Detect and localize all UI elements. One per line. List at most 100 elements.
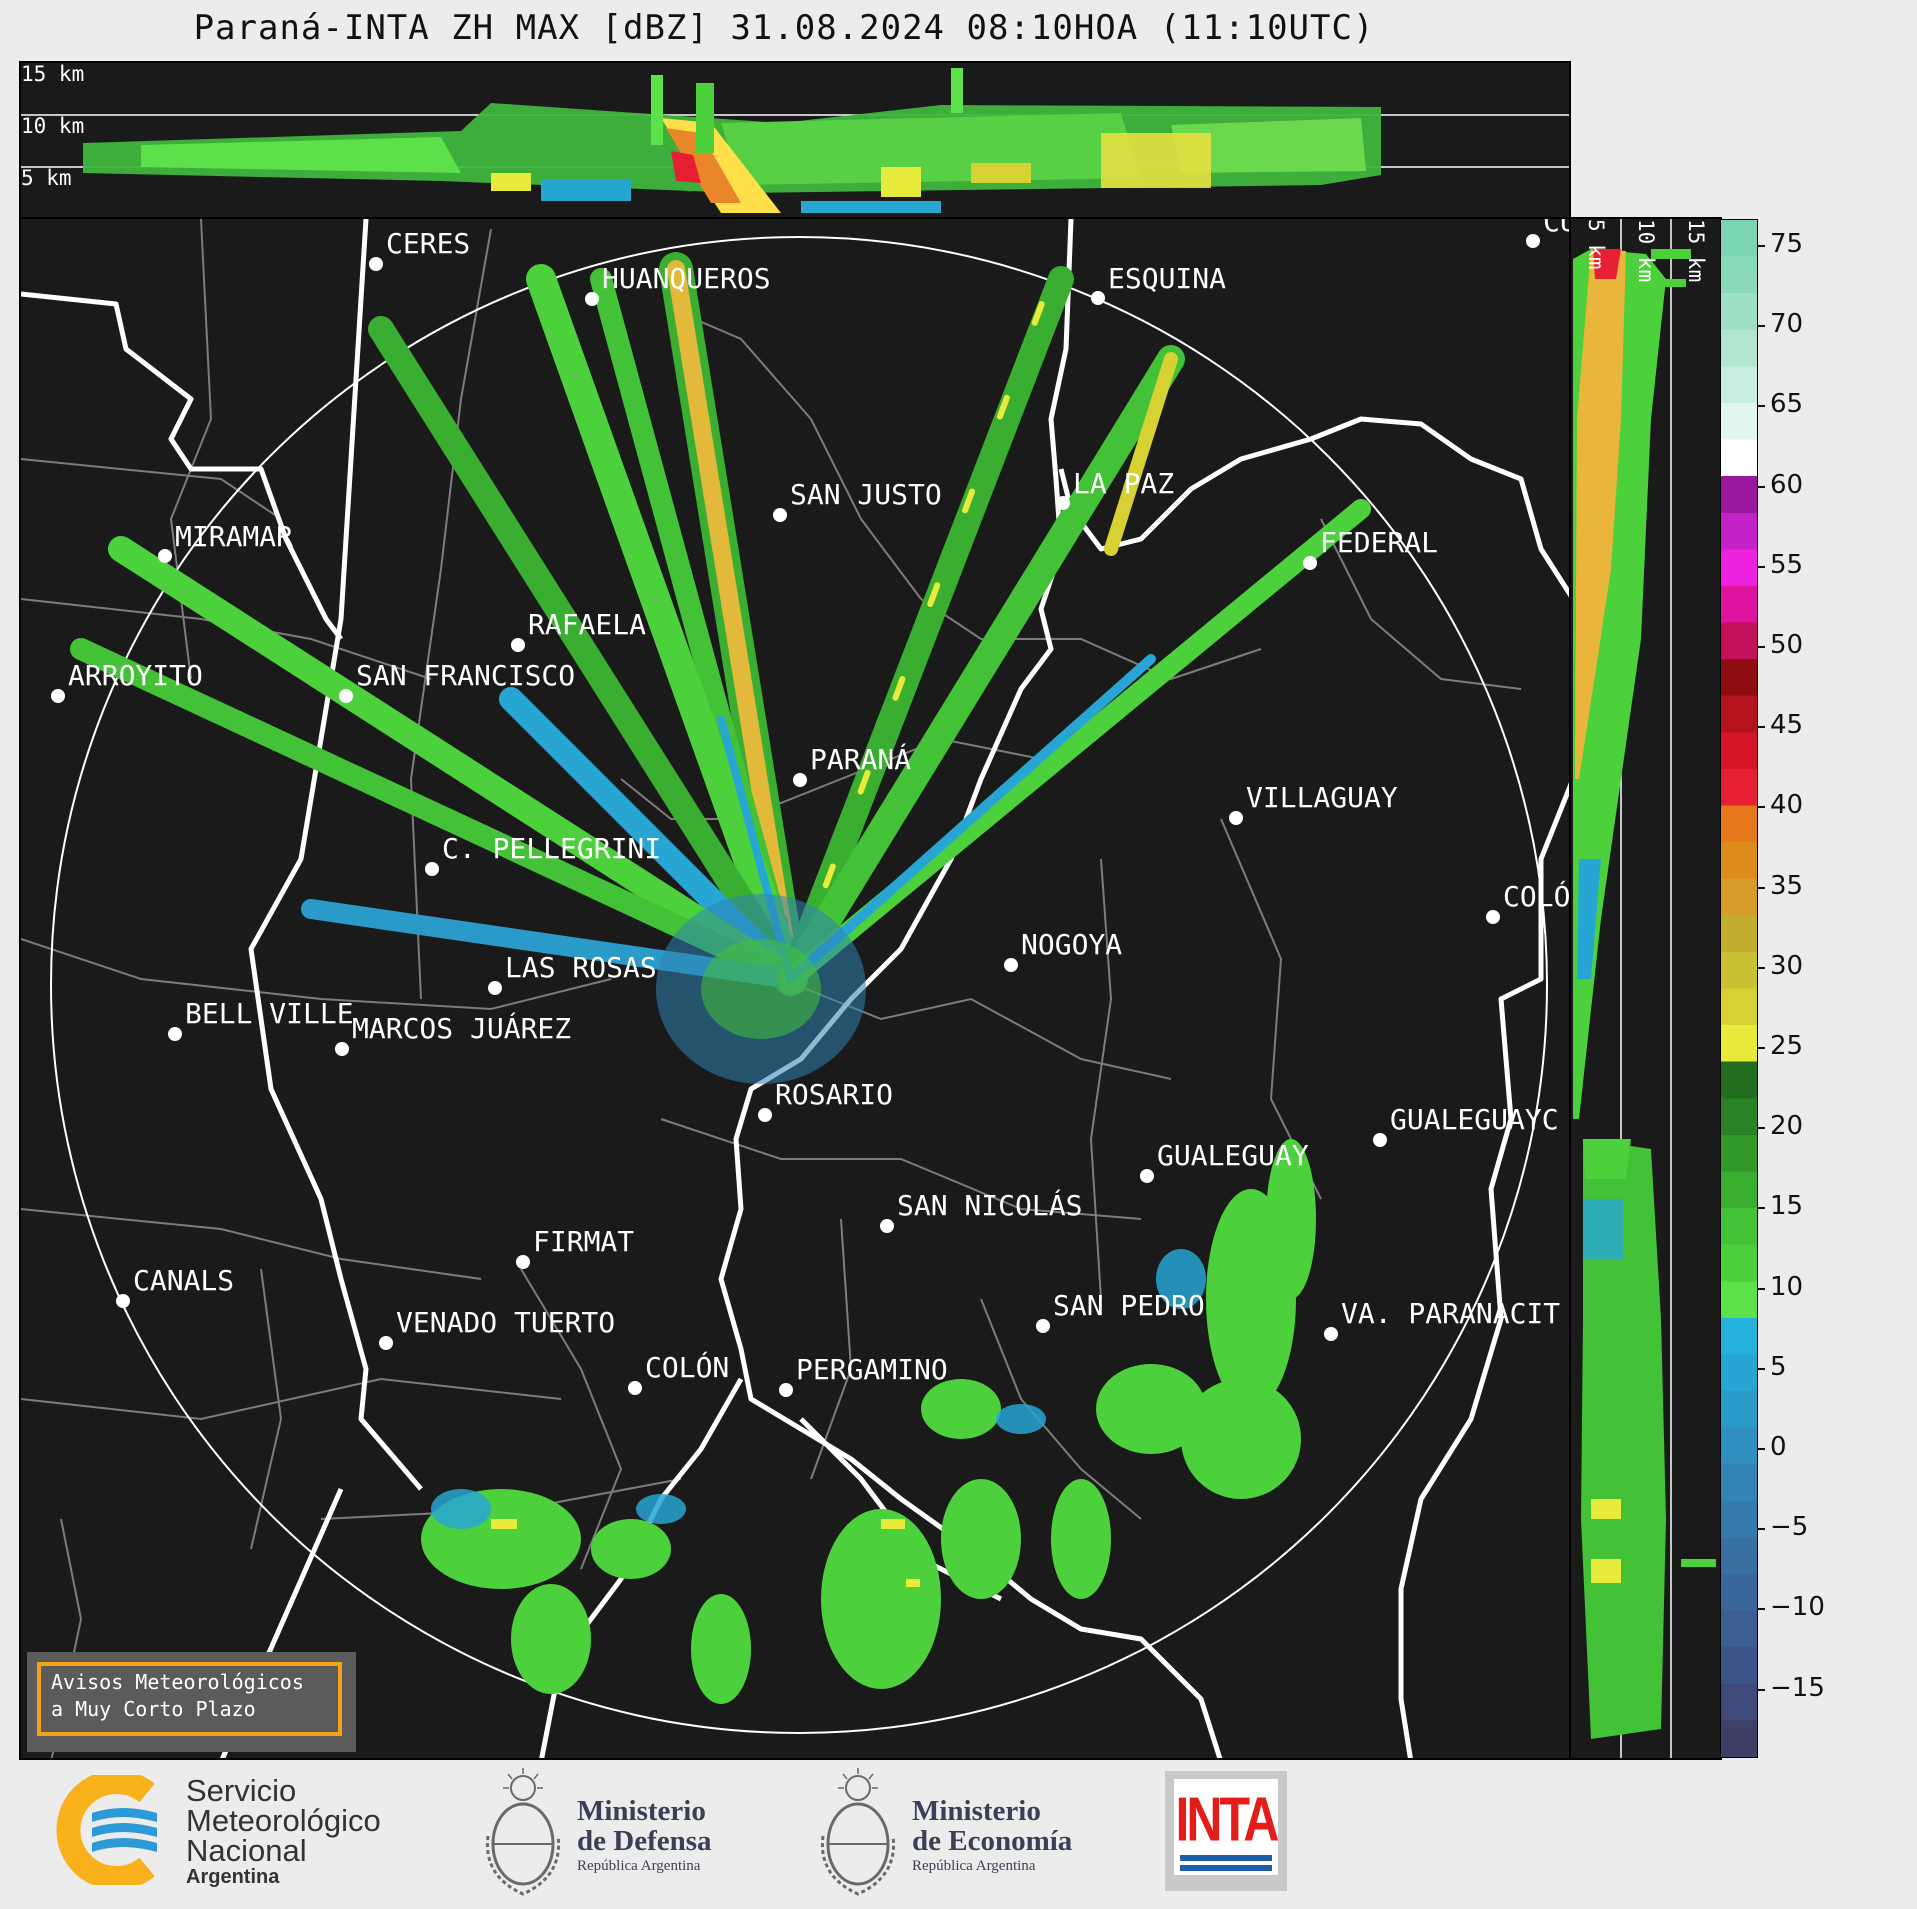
city-dot-va-paranacit bbox=[1324, 1327, 1338, 1341]
city-label-esquina: ESQUINA bbox=[1108, 262, 1226, 295]
economia-coat-of-arms-icon bbox=[820, 1768, 896, 1896]
smn-line-4: Argentina bbox=[186, 1866, 280, 1888]
city-label-gualeguay: GUALEGUAY bbox=[1157, 1139, 1309, 1172]
city-label-canals: CANALS bbox=[133, 1264, 234, 1297]
city-label-san-nicolas: SAN NICOLÁS bbox=[897, 1188, 1082, 1222]
city-dot-san-pedro bbox=[1036, 1319, 1050, 1333]
notice-line-2: a Muy Corto Plazo bbox=[51, 1697, 256, 1721]
city-label-va-paranacit: VA. PARANACIT bbox=[1341, 1297, 1560, 1330]
city-label-las-rosas: LAS ROSAS bbox=[505, 951, 657, 984]
side-cross-section: 5 km 10 km 15 km bbox=[1569, 217, 1722, 1760]
radar-echoes bbox=[70, 252, 1371, 1704]
city-label-san-justo: SAN JUSTO bbox=[790, 478, 942, 511]
city-dot-rosario bbox=[758, 1108, 772, 1122]
color-scale-tick-label: 25 bbox=[1770, 1031, 1804, 1061]
city-label-c-pellegrini: C. PELLEGRINI bbox=[442, 832, 661, 865]
range-ring bbox=[50, 236, 1548, 1734]
smn-line-3: Nacional bbox=[186, 1833, 307, 1868]
color-scale-tick-label: 20 bbox=[1770, 1111, 1804, 1142]
city-label-venado-tuerto: VENADO TUERTO bbox=[396, 1306, 615, 1339]
top-label-15km: 15 km bbox=[21, 63, 84, 86]
city-label-huanqueros: HUANQUEROS bbox=[602, 262, 771, 295]
color-scale-tick-label: 0 bbox=[1770, 1432, 1787, 1462]
color-scale-tick-label: 70 bbox=[1770, 309, 1804, 340]
color-scale-tick-label: 5 bbox=[1770, 1351, 1787, 1382]
economia-line-3: República Argentina bbox=[912, 1858, 1036, 1874]
side-label-5km: 5 km bbox=[1584, 219, 1608, 270]
city-dot-san-francisco bbox=[339, 689, 353, 703]
top-cross-section-echoes bbox=[83, 68, 1381, 213]
color-scale-tick-label: −10 bbox=[1770, 1592, 1825, 1623]
inta-logo: INTA bbox=[1165, 1771, 1287, 1891]
city-dot-esquina bbox=[1091, 291, 1105, 305]
city-dot-san-justo bbox=[773, 508, 787, 522]
city-label-miramar: MIRAMAR bbox=[175, 520, 293, 553]
side-label-10km: 10 km bbox=[1634, 219, 1658, 282]
side-label-15km: 15 km bbox=[1684, 219, 1708, 282]
city-dot-colon bbox=[628, 1381, 642, 1395]
color-scale-tick-label: 50 bbox=[1770, 630, 1804, 660]
city-label-bell-ville: BELL VILLE bbox=[185, 997, 354, 1030]
economia-logo-text: Ministerio de Economía República Argenti… bbox=[912, 1796, 1072, 1876]
economia-line-1: Ministerio bbox=[912, 1795, 1041, 1827]
city-label-la-paz: LA PAZ bbox=[1073, 467, 1174, 500]
color-scale-tick-label: 30 bbox=[1770, 950, 1804, 981]
color-scale-tick-label: 65 bbox=[1770, 389, 1804, 420]
city-label-ceres: CERES bbox=[386, 227, 470, 260]
defensa-logo-text: Ministerio de Defensa República Argentin… bbox=[577, 1796, 712, 1876]
top-cross-section: 15 km 10 km 5 km bbox=[19, 61, 1571, 219]
city-label-colo: COLÓ bbox=[1503, 879, 1570, 913]
city-label-nogoya: NOGOYA bbox=[1021, 928, 1122, 961]
city-dot-venado-tuerto bbox=[379, 1336, 393, 1350]
side-cross-section-echoes bbox=[1573, 249, 1716, 1739]
city-dot-marcos-juarez bbox=[335, 1042, 349, 1056]
defensa-line-3: República Argentina bbox=[577, 1858, 701, 1874]
top-label-10km: 10 km bbox=[21, 114, 84, 138]
city-dot-san-nicolas bbox=[880, 1219, 894, 1233]
notice-line-1: Avisos Meteorológicos bbox=[51, 1670, 304, 1694]
city-label-parana: PARANÁ bbox=[810, 742, 911, 776]
color-scale-tick-label: 10 bbox=[1770, 1271, 1804, 1302]
color-scale-tick-label: 75 bbox=[1770, 229, 1804, 259]
city-dot-gualeguayc bbox=[1373, 1133, 1387, 1147]
color-scale-bar bbox=[1720, 219, 1758, 1758]
city-label-rafaela: RAFAELA bbox=[528, 608, 646, 641]
color-scale-tick-label: 40 bbox=[1770, 790, 1804, 821]
city-dot-federal bbox=[1303, 556, 1317, 570]
city-dot-la-paz bbox=[1056, 496, 1070, 510]
economia-line-2: de Economía bbox=[912, 1825, 1073, 1857]
city-label-pergamino: PERGAMINO bbox=[796, 1353, 948, 1386]
city-dot-gualeguay bbox=[1140, 1169, 1154, 1183]
defensa-line-1: Ministerio bbox=[577, 1795, 706, 1827]
city-dot-arroyito bbox=[51, 689, 65, 703]
city-label-gualeguayc: GUALEGUAYC bbox=[1390, 1103, 1559, 1136]
color-scale-tick-label: 55 bbox=[1770, 549, 1804, 580]
inta-logo-word: INTA bbox=[1175, 1784, 1280, 1855]
color-scale-tick-label: −15 bbox=[1770, 1672, 1825, 1703]
city-dot-parana bbox=[793, 773, 807, 787]
city-label-arroyito: ARROYITO bbox=[68, 659, 203, 692]
color-scale-tick-label: 60 bbox=[1770, 469, 1804, 500]
city-label-villaguay: VILLAGUAY bbox=[1246, 781, 1398, 814]
city-dot-miramar bbox=[158, 549, 172, 563]
city-dot-firmat bbox=[516, 1255, 530, 1269]
map-title: Paraná-INTA ZH MAX [dBZ] 31.08.2024 08:1… bbox=[193, 8, 1375, 48]
city-dot-bell-ville bbox=[168, 1027, 182, 1041]
city-dot-ceres bbox=[369, 257, 383, 271]
city-dot-canals bbox=[116, 1294, 130, 1308]
city-dot-las-rosas bbox=[488, 981, 502, 995]
smn-logo-text: Servicio Meteorológico Nacional Argentin… bbox=[186, 1775, 381, 1888]
city-dot-huanqueros bbox=[585, 292, 599, 306]
footer-logos bbox=[0, 1762, 1917, 1909]
city-label-san-pedro: SAN PEDRO bbox=[1053, 1289, 1205, 1322]
city-dot-nogoya bbox=[1004, 958, 1018, 972]
city-label-marcos-juarez: MARCOS JUÁREZ bbox=[352, 1011, 571, 1045]
defensa-line-2: de Defensa bbox=[577, 1825, 712, 1857]
city-dot-villaguay bbox=[1229, 811, 1243, 825]
city-label-federal: FEDERAL bbox=[1320, 526, 1438, 559]
smn-logo-icon bbox=[56, 1775, 157, 1885]
city-label-san-francisco: SAN FRANCISCO bbox=[356, 659, 575, 692]
city-dot-c-pellegrini bbox=[425, 862, 439, 876]
radar-map[interactable]: CERES HUANQUEROS ESQUINA CU SAN JUSTO LA… bbox=[19, 217, 1571, 1760]
city-dot-colo bbox=[1486, 910, 1500, 924]
